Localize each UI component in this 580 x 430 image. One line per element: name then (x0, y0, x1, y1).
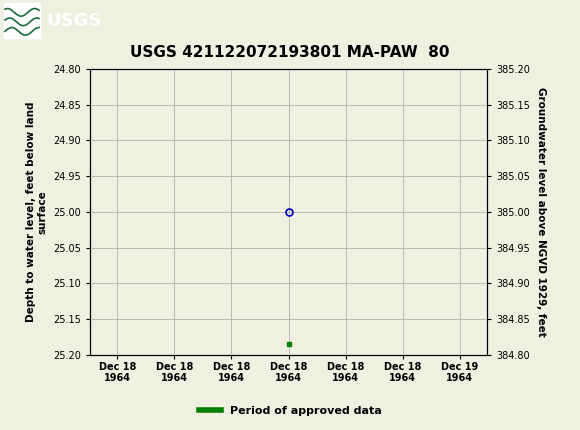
Text: USGS: USGS (46, 12, 102, 30)
Text: USGS 421122072193801 MA-PAW  80: USGS 421122072193801 MA-PAW 80 (130, 45, 450, 60)
Y-axis label: Groundwater level above NGVD 1929, feet: Groundwater level above NGVD 1929, feet (536, 87, 546, 337)
Bar (4, 3, 40, 38)
Y-axis label: Depth to water level, feet below land
surface: Depth to water level, feet below land su… (26, 101, 48, 322)
Legend: Period of approved data: Period of approved data (194, 401, 386, 420)
